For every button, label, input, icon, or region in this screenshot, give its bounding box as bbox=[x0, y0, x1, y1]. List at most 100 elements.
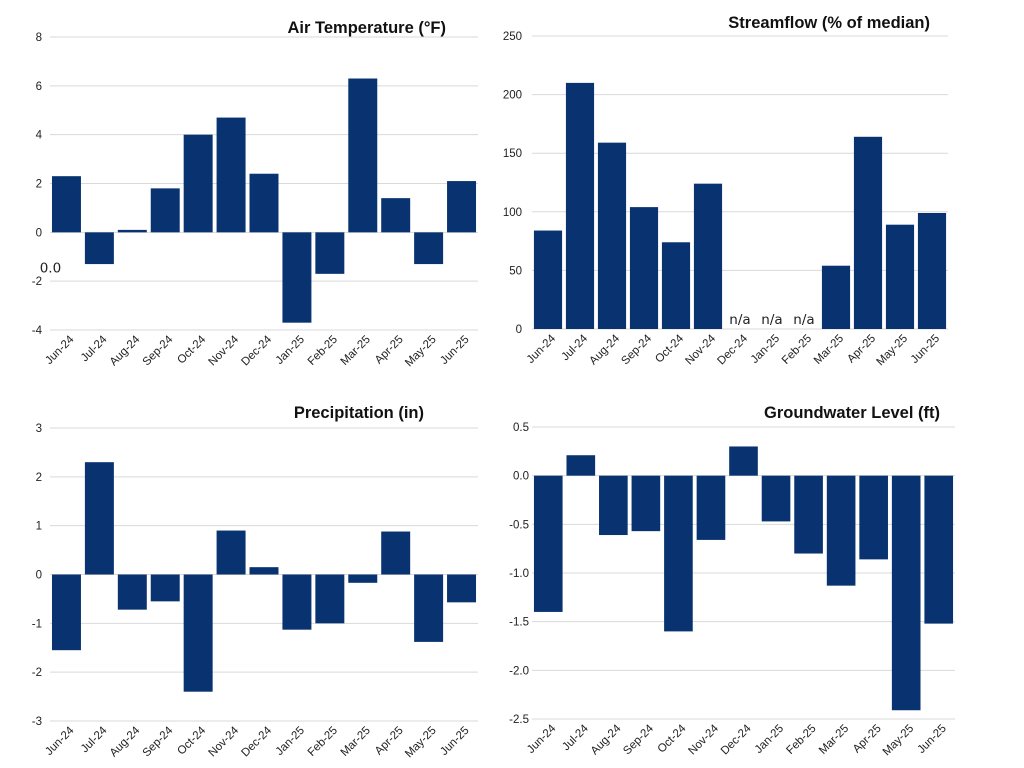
y-tick-label: 2 bbox=[36, 472, 42, 484]
y-tick-label: 0.0 bbox=[513, 471, 529, 483]
bar bbox=[150, 574, 180, 602]
bar bbox=[51, 176, 81, 233]
y-tick-label: -3 bbox=[32, 716, 42, 728]
bar bbox=[729, 446, 758, 476]
x-tick-label: Jan-25 bbox=[274, 334, 307, 367]
x-tick-label: Dec-24 bbox=[719, 722, 754, 757]
x-tick-label: Mar-25 bbox=[817, 723, 851, 757]
bar bbox=[216, 117, 246, 233]
x-tick-label: Mar-25 bbox=[339, 334, 373, 368]
x-tick-label: Jun-24 bbox=[43, 724, 77, 758]
x-tick-label: Jun-25 bbox=[438, 334, 471, 367]
bar bbox=[117, 229, 147, 233]
chart-panel-3: -3 -2 -1 0 1 2 3 Precipitation (in) Jun-24 Jul-24… bbox=[32, 404, 478, 760]
data-annotation: n/a bbox=[729, 312, 750, 328]
bar bbox=[917, 212, 947, 329]
bar bbox=[885, 224, 915, 329]
x-tick-label: Oct-24 bbox=[653, 332, 686, 365]
y-tick-label: -2.5 bbox=[509, 714, 529, 726]
x-tick-label: Jan-25 bbox=[753, 723, 786, 756]
bar bbox=[381, 198, 411, 233]
y-tick-label: 250 bbox=[503, 31, 522, 43]
x-tick-label: Oct-24 bbox=[656, 722, 689, 755]
x-tick-label: Jun-24 bbox=[525, 332, 559, 366]
y-tick-label: 0.5 bbox=[513, 422, 529, 434]
data-annotation: 0.0 bbox=[40, 260, 61, 276]
bar bbox=[414, 574, 444, 642]
x-tick-label: Jul-24 bbox=[79, 333, 110, 364]
bar bbox=[315, 574, 345, 624]
bar bbox=[282, 574, 312, 630]
y-tick-label: 4 bbox=[36, 130, 43, 142]
x-tick-label: Jun-25 bbox=[909, 333, 942, 366]
x-tick-label: Nov-24 bbox=[206, 724, 241, 759]
bar bbox=[51, 574, 81, 651]
data-annotation: n/a bbox=[793, 312, 814, 328]
y-tick-label: 0 bbox=[516, 324, 522, 336]
x-tick-label: Feb-25 bbox=[780, 333, 814, 367]
bar bbox=[315, 232, 345, 274]
y-tick-label: -4 bbox=[32, 325, 43, 337]
chart-title: Air Temperature (°F) bbox=[288, 19, 446, 37]
bar bbox=[566, 455, 596, 476]
bar bbox=[661, 242, 691, 329]
bar bbox=[533, 230, 563, 329]
bar bbox=[447, 181, 477, 233]
x-tick-label: Jul-24 bbox=[560, 722, 591, 753]
x-tick-label: Apr-25 bbox=[845, 333, 878, 366]
bar bbox=[381, 531, 411, 575]
bar bbox=[696, 475, 726, 540]
bar bbox=[924, 475, 954, 624]
y-tick-label: 1 bbox=[36, 521, 42, 533]
y-tick-label: 2 bbox=[36, 179, 42, 191]
x-tick-label: Feb-25 bbox=[306, 725, 340, 759]
x-tick-label: Oct-24 bbox=[175, 333, 208, 366]
bar bbox=[859, 475, 888, 560]
chart-title: Precipitation (in) bbox=[294, 404, 424, 422]
x-tick-label: Aug-24 bbox=[108, 724, 143, 759]
x-tick-label: Sep-24 bbox=[619, 332, 654, 367]
y-tick-label: 150 bbox=[503, 148, 522, 160]
bar bbox=[631, 475, 661, 532]
y-tick-label: 200 bbox=[503, 90, 522, 102]
y-tick-label: 50 bbox=[509, 265, 522, 277]
y-tick-label: 0 bbox=[36, 227, 42, 239]
x-tick-label: May-25 bbox=[881, 723, 917, 759]
x-tick-label: Nov-24 bbox=[206, 333, 241, 368]
bar bbox=[414, 232, 444, 265]
x-tick-label: Aug-24 bbox=[108, 333, 143, 368]
bar bbox=[599, 475, 628, 536]
y-tick-label: -2 bbox=[32, 276, 42, 288]
bar bbox=[891, 475, 921, 711]
x-tick-label: Feb-25 bbox=[784, 723, 818, 757]
bar bbox=[117, 574, 147, 610]
bar bbox=[216, 530, 246, 575]
bar bbox=[821, 265, 851, 329]
bar bbox=[761, 475, 791, 522]
x-tick-label: Mar-25 bbox=[812, 333, 846, 367]
y-tick-label: 0 bbox=[36, 570, 42, 582]
x-tick-label: Nov-24 bbox=[683, 332, 718, 367]
chart-panel-1: -4 -2 0 2 4 6 8 Air Temperature (°F) Jun-24 Jul-2… bbox=[32, 19, 478, 369]
x-tick-label: Apr-25 bbox=[373, 725, 406, 758]
bar bbox=[348, 78, 378, 233]
x-tick-label: Jul-24 bbox=[559, 332, 590, 363]
bar bbox=[84, 462, 114, 575]
y-tick-label: -2.0 bbox=[509, 665, 529, 677]
bar bbox=[533, 475, 563, 612]
y-tick-label: 8 bbox=[36, 32, 42, 44]
x-tick-label: Oct-24 bbox=[175, 724, 208, 757]
y-tick-label: -1.5 bbox=[509, 617, 529, 629]
bar bbox=[249, 567, 279, 575]
x-tick-label: Jun-25 bbox=[915, 723, 948, 756]
x-tick-label: Mar-25 bbox=[339, 725, 373, 759]
bar bbox=[794, 475, 823, 554]
x-tick-label: Nov-24 bbox=[686, 722, 721, 757]
y-tick-label: -0.5 bbox=[509, 519, 529, 531]
y-tick-label: -1 bbox=[32, 618, 42, 630]
chart-panel-4: -2.5 -2.0 -1.5 -1.0 -0.5 0.0 0.5 Groundwater Le… bbox=[509, 404, 955, 758]
bar bbox=[826, 475, 856, 586]
bar bbox=[183, 134, 213, 233]
bar bbox=[150, 188, 180, 233]
x-tick-label: Aug-24 bbox=[587, 332, 622, 367]
